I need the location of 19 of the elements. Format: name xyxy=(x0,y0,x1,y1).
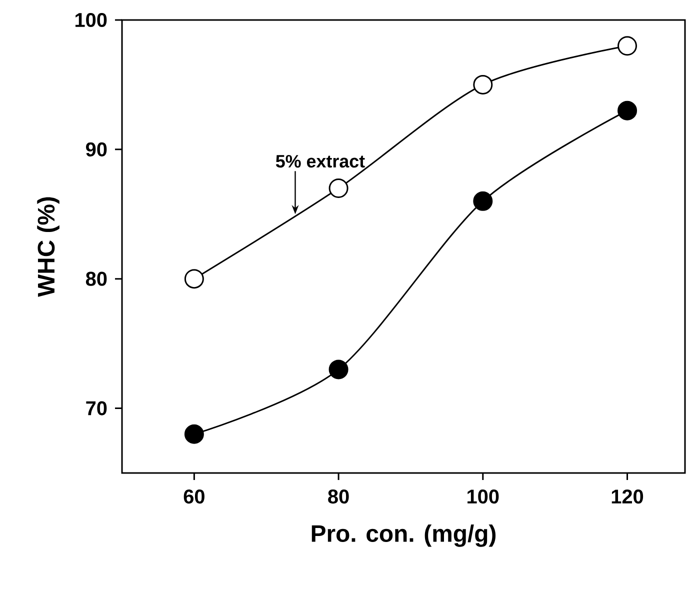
y-tick-label: 70 xyxy=(86,401,107,416)
y-tick-label: 100 xyxy=(75,12,107,28)
x-tick-label: 80 xyxy=(328,490,349,504)
point xyxy=(473,191,493,211)
point xyxy=(184,269,204,289)
point xyxy=(328,178,348,198)
y-tick-label: 90 xyxy=(86,142,107,156)
x-axis-title: Pro. con. (mg/g) xyxy=(312,524,496,547)
x-tick-label: 120 xyxy=(612,490,644,504)
point xyxy=(328,360,348,380)
annotation: 5% extract xyxy=(276,154,365,168)
y-tick-label: 80 xyxy=(86,272,107,286)
y-axis-title: WHC (%) xyxy=(37,197,60,297)
x-tick-label: 100 xyxy=(468,490,499,504)
point xyxy=(618,36,638,56)
x-tick-label: 60 xyxy=(184,490,204,504)
point xyxy=(618,100,638,120)
point xyxy=(184,424,204,444)
point xyxy=(473,74,493,94)
